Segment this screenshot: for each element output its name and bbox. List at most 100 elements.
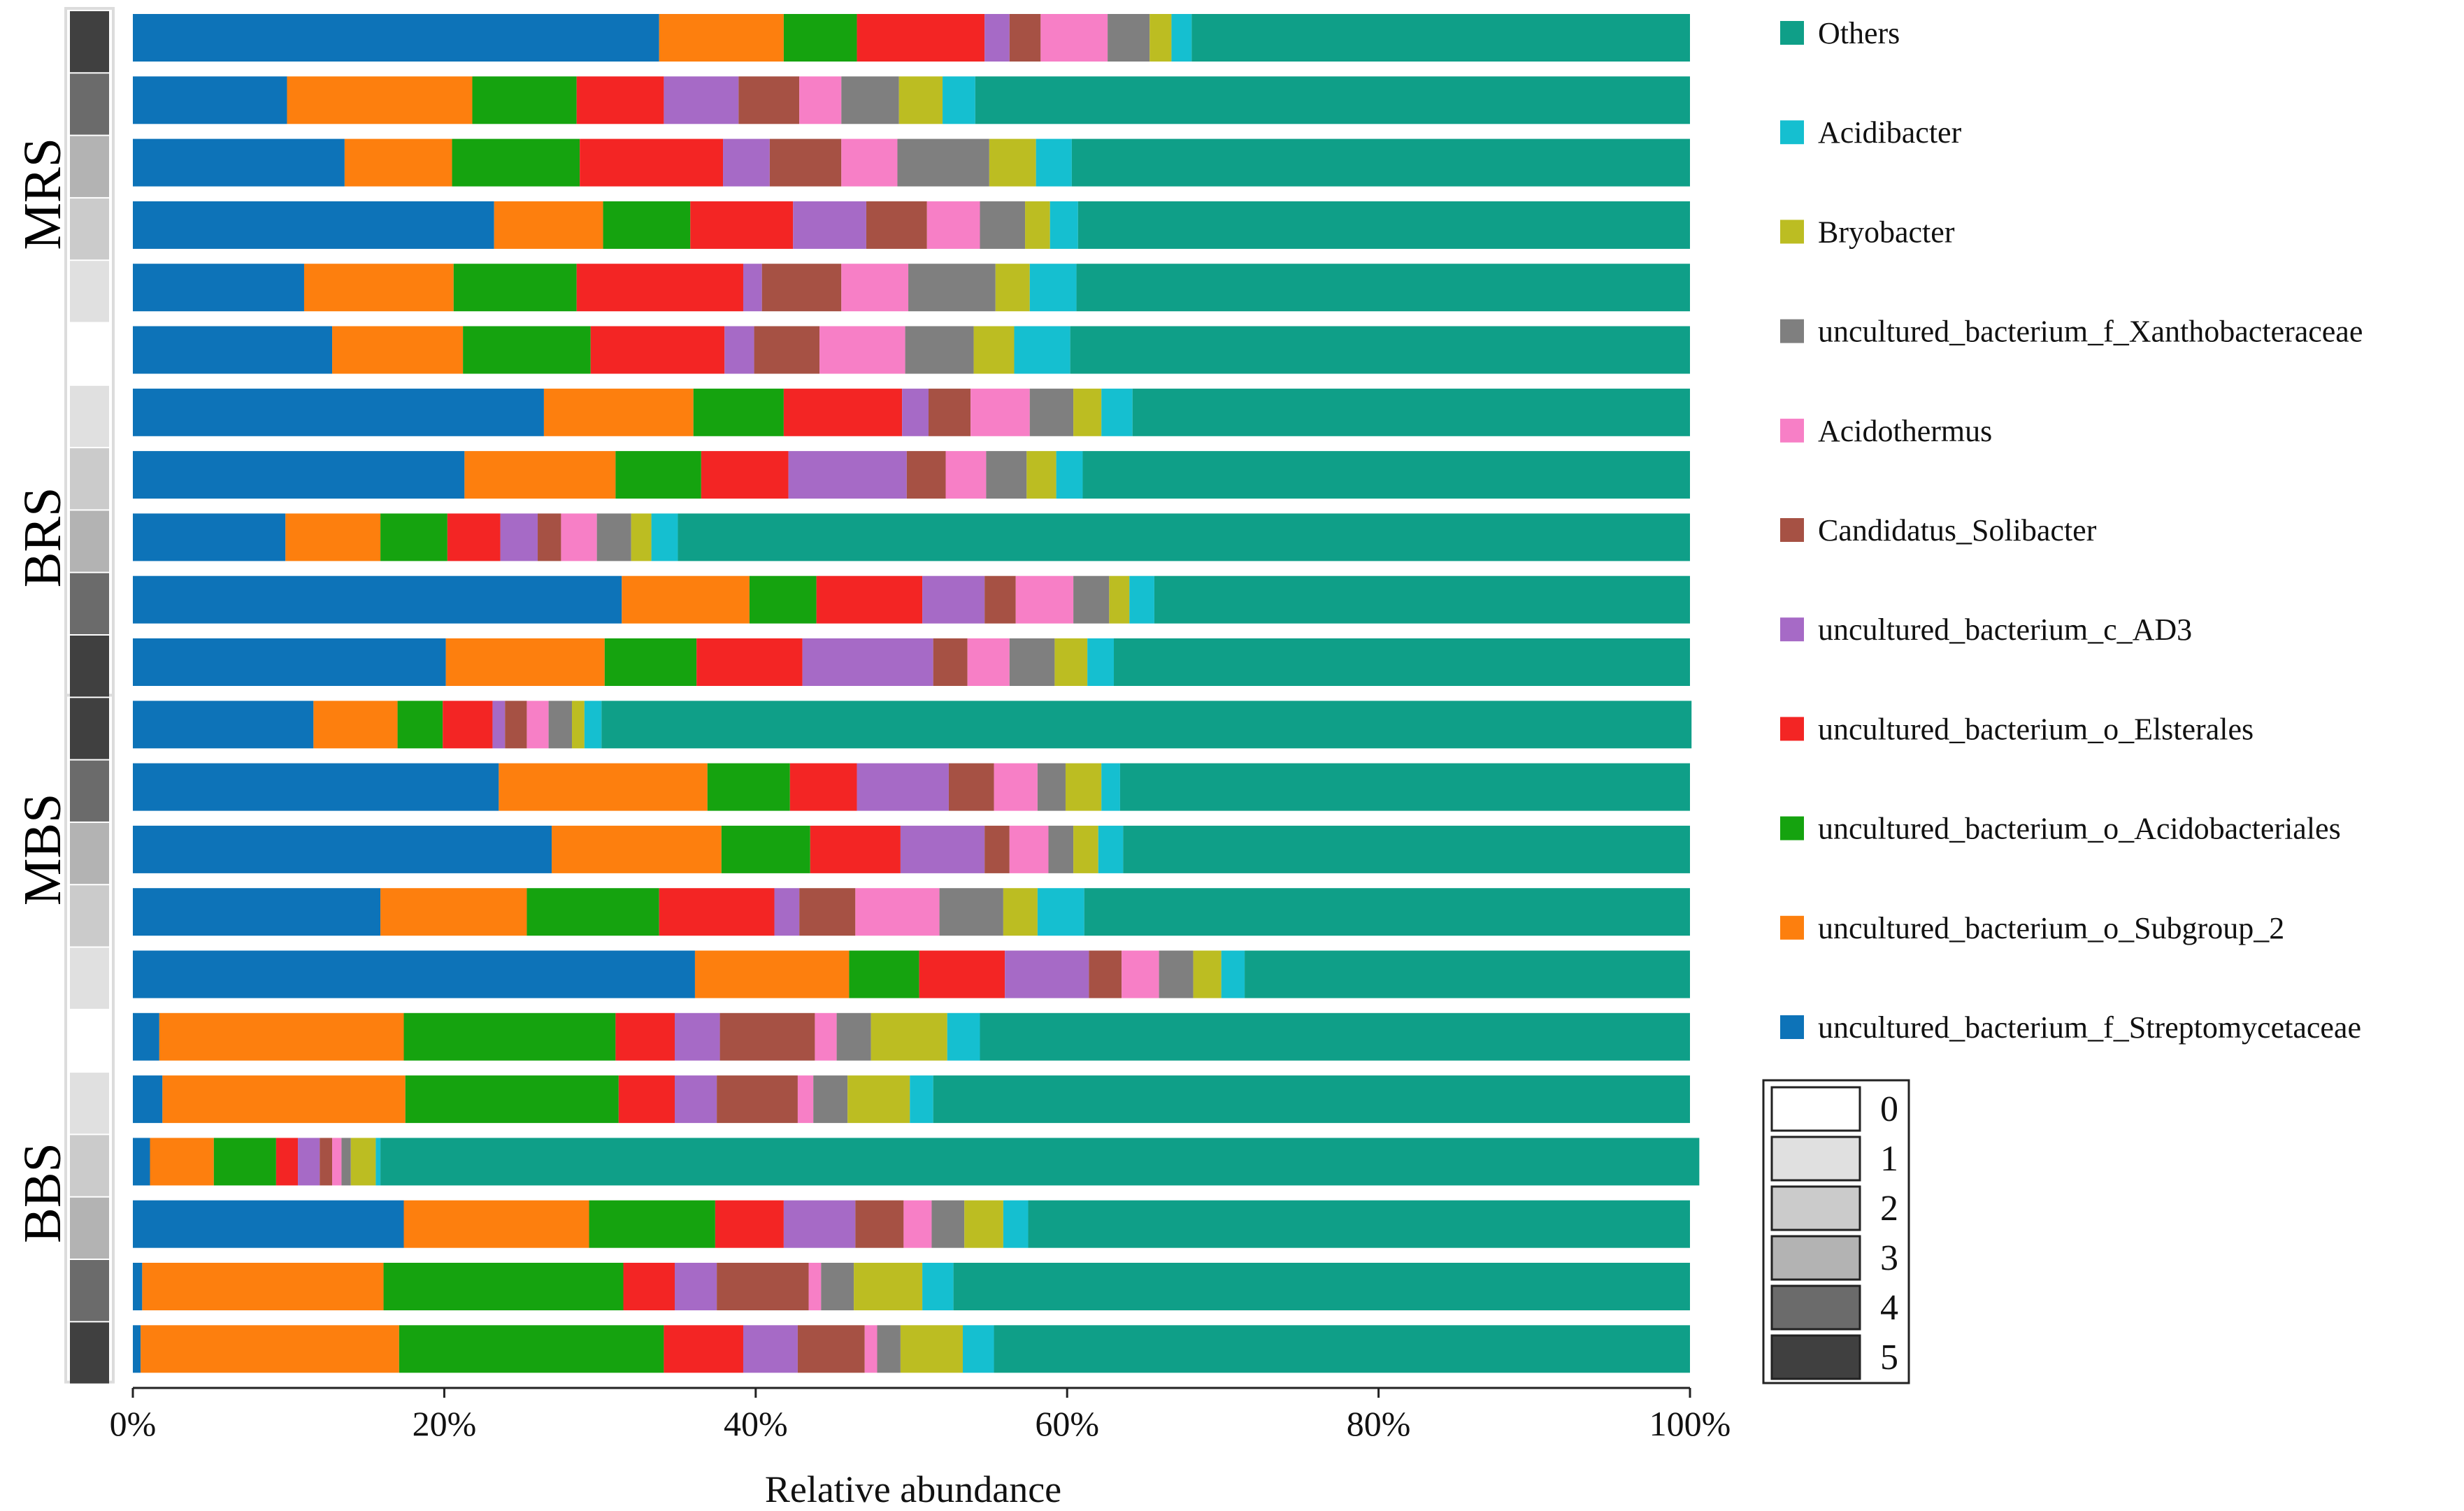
bar-segment bbox=[447, 513, 501, 561]
group-label: BRS bbox=[13, 487, 72, 588]
bar-segment bbox=[797, 1325, 865, 1373]
bar-segment bbox=[162, 1075, 406, 1124]
bar-segment bbox=[1171, 14, 1192, 62]
x-tick-label: 0% bbox=[110, 1404, 157, 1443]
bar-segment bbox=[133, 76, 287, 124]
bar-segment bbox=[133, 264, 304, 312]
heat-scale-label: 1 bbox=[1880, 1139, 1898, 1179]
bar-segment bbox=[275, 1138, 299, 1186]
bar-segment bbox=[995, 264, 1030, 312]
bar-segment bbox=[133, 701, 314, 749]
bar-row bbox=[133, 701, 1692, 749]
heat-cell bbox=[70, 1260, 109, 1322]
bar-segment bbox=[994, 1325, 1690, 1373]
bar-segment bbox=[721, 825, 810, 873]
bar-segment bbox=[900, 1325, 963, 1373]
bar-segment bbox=[854, 1263, 923, 1310]
bar-segment bbox=[159, 1012, 404, 1061]
bar-row bbox=[133, 575, 1690, 624]
bar-row bbox=[133, 14, 1690, 62]
bar-segment bbox=[631, 513, 652, 561]
bar-segment bbox=[738, 76, 800, 124]
bar-segment bbox=[948, 763, 994, 811]
heat-scale: 0 1 2 3 4 5 bbox=[1762, 1079, 1910, 1384]
bar-segment bbox=[142, 1263, 384, 1310]
heat-scale-label: 3 bbox=[1880, 1238, 1898, 1278]
bar-segment bbox=[399, 1325, 664, 1373]
bar-row bbox=[133, 638, 1690, 686]
bar-segment bbox=[492, 701, 506, 749]
bar-segment bbox=[724, 326, 754, 374]
bar-segment bbox=[604, 638, 697, 686]
bar-segment bbox=[1098, 825, 1124, 873]
bar-segment bbox=[445, 638, 605, 686]
heat-cell bbox=[70, 198, 109, 260]
bar-segment bbox=[789, 763, 857, 811]
bar-segment bbox=[799, 76, 842, 124]
bar-segment bbox=[380, 513, 447, 561]
bar-segment bbox=[855, 888, 940, 936]
heat-strip bbox=[64, 7, 115, 1384]
legend-label: Acidibacter bbox=[1818, 115, 1962, 150]
bar-segment bbox=[403, 1012, 616, 1061]
legend-swatch bbox=[1780, 816, 1804, 840]
bar-segment bbox=[1245, 950, 1690, 998]
bar-segment bbox=[902, 388, 929, 436]
bar-segment bbox=[674, 1012, 720, 1061]
bar-segment bbox=[287, 76, 473, 124]
bar-row bbox=[133, 138, 1690, 187]
legend-label: uncultured_bacterium_f_Streptomycetaceae bbox=[1818, 1010, 2361, 1045]
bar-segment bbox=[1005, 950, 1089, 998]
bar-segment bbox=[1129, 575, 1154, 624]
x-tick-label: 20% bbox=[413, 1404, 477, 1443]
heat-scale-cell bbox=[1770, 1334, 1861, 1380]
heat-scale-label: 0 bbox=[1880, 1089, 1898, 1129]
bar-segment bbox=[332, 326, 464, 374]
bar-segment bbox=[813, 1075, 848, 1124]
bar-segment bbox=[943, 76, 975, 124]
bar-segment bbox=[926, 201, 980, 249]
bar-segment bbox=[678, 513, 1691, 561]
bar-row bbox=[133, 326, 1690, 374]
bar-segment bbox=[810, 825, 901, 873]
bar-segment bbox=[973, 326, 1015, 374]
legend-swatch bbox=[1780, 915, 1804, 940]
bar-segment bbox=[841, 76, 899, 124]
bar-row bbox=[133, 451, 1690, 499]
heat-cell bbox=[70, 573, 109, 634]
bar-segment bbox=[774, 888, 800, 936]
bar-segment bbox=[1065, 763, 1102, 811]
bar-segment bbox=[984, 14, 1010, 62]
bar-segment bbox=[799, 888, 856, 936]
group-label: MBS bbox=[13, 794, 72, 906]
bar-segment bbox=[133, 763, 499, 811]
legend-swatch bbox=[1780, 21, 1804, 45]
bar-segment bbox=[133, 575, 622, 624]
heat-cell bbox=[70, 385, 109, 447]
bar-segment bbox=[664, 76, 739, 124]
bar-segment bbox=[133, 201, 494, 249]
legend-label: uncultured_bacterium_o_Subgroup_2 bbox=[1818, 911, 2284, 945]
bar-row bbox=[133, 1075, 1690, 1124]
bar-segment bbox=[1025, 201, 1050, 249]
heat-cell bbox=[70, 885, 109, 947]
x-tick-label: 100% bbox=[1649, 1404, 1731, 1443]
bar-segment bbox=[696, 638, 803, 686]
heat-cell bbox=[70, 73, 109, 135]
bar-segment bbox=[857, 763, 949, 811]
legend-label: uncultured_bacterium_o_Elsterales bbox=[1818, 712, 2254, 746]
bar-segment bbox=[1009, 14, 1041, 62]
bar-segment bbox=[871, 1012, 947, 1061]
legend-item: Others bbox=[1780, 16, 1900, 50]
bar-segment bbox=[1071, 138, 1690, 187]
legend-item: Acidibacter bbox=[1780, 115, 1962, 150]
bar-segment bbox=[1087, 638, 1115, 686]
bar-segment bbox=[320, 1138, 333, 1186]
bar-segment bbox=[1149, 14, 1172, 62]
bar-segment bbox=[1029, 264, 1077, 312]
bar-segment bbox=[527, 888, 659, 936]
bar-segment bbox=[463, 326, 591, 374]
bar-segment bbox=[674, 1263, 717, 1310]
heat-cell bbox=[70, 760, 109, 822]
heat-cell bbox=[70, 1010, 109, 1072]
